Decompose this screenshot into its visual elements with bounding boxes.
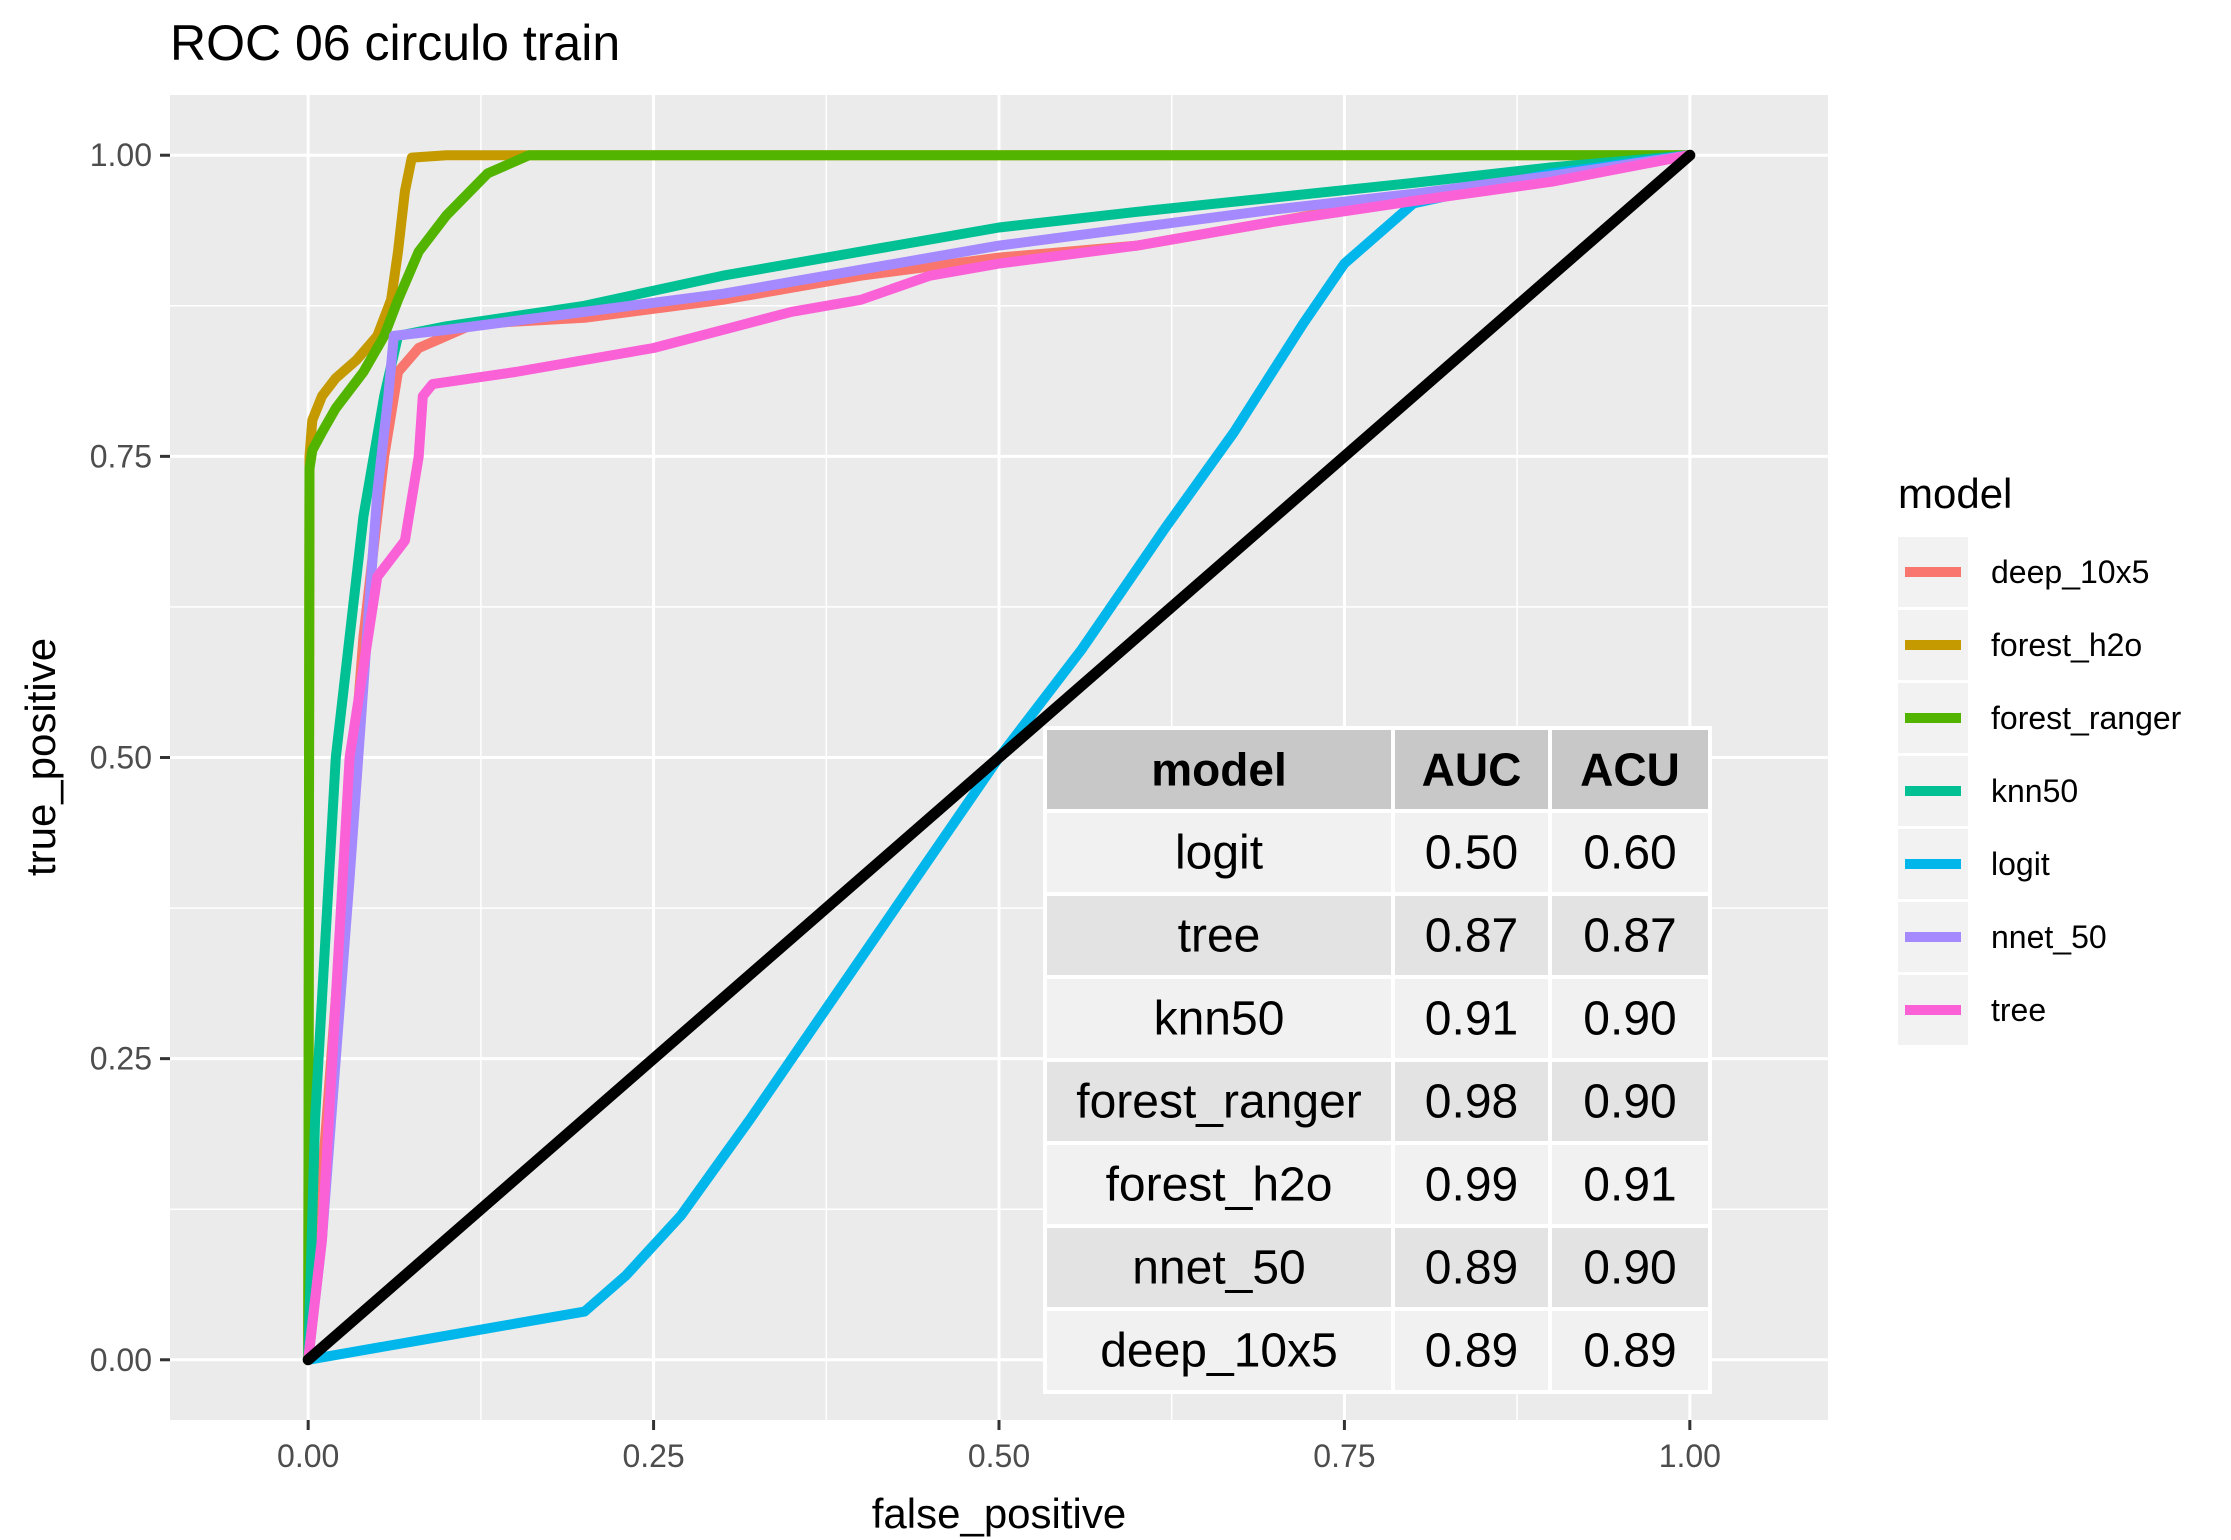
table-cell-text: 0.90 [1583, 1076, 1676, 1129]
legend-label: deep_10x5 [1991, 554, 2149, 590]
roc-line-forest-h2o [303, 150, 1695, 1365]
table-cell [1391, 1224, 1552, 1311]
table-cell [1391, 892, 1552, 979]
table-cell-text: 0.87 [1425, 910, 1518, 963]
x-axis-title: false_positive [872, 1490, 1126, 1537]
table-header-text: model [1151, 744, 1286, 796]
x-tick-label: 0.25 [622, 1438, 684, 1474]
table-cell [1391, 1058, 1552, 1145]
legend-title: model [1898, 470, 2012, 517]
reference-diagonal-line [302, 149, 1696, 1366]
y-axis-title: true_positive [17, 638, 64, 876]
table-cell [1548, 1224, 1712, 1311]
legend-label: forest_h2o [1991, 627, 2142, 663]
table-cell [1043, 1141, 1395, 1228]
table-cell-text: 0.89 [1425, 1325, 1518, 1378]
roc-line-forest-ranger [303, 150, 1695, 1365]
chart-title: ROC 06 circulo train [170, 15, 620, 71]
table-cell [1548, 1307, 1712, 1394]
table-cell [1391, 975, 1552, 1062]
table-cell-text: forest_h2o [1106, 1159, 1333, 1212]
table-header-cell [1043, 726, 1395, 813]
table-header-text: ACU [1580, 744, 1680, 796]
table-cell-text: forest_ranger [1076, 1076, 1362, 1129]
y-tick-label: 0.50 [90, 740, 152, 776]
y-tick-label: 0.00 [90, 1342, 152, 1378]
legend-label: nnet_50 [1991, 919, 2107, 955]
legend-label: forest_ranger [1991, 700, 2182, 736]
table-cell-text: 0.91 [1583, 1159, 1676, 1212]
reference-line-layer [302, 149, 1696, 1366]
legend-label: tree [1991, 992, 2046, 1028]
table-header-text: AUC [1422, 744, 1522, 796]
table-cell-text: 0.98 [1425, 1076, 1518, 1129]
table-cell-text: 0.91 [1425, 993, 1518, 1046]
table-cell-text: tree [1178, 910, 1261, 963]
x-tick-label: 1.00 [1659, 1438, 1721, 1474]
legend-label: knn50 [1991, 773, 2078, 809]
roc-line-logit [303, 150, 1695, 1365]
table-cell-text: 0.89 [1425, 1242, 1518, 1295]
roc-line-tree [303, 150, 1695, 1365]
x-axis: 0.00 0.25 0.50 0.75 1.00 [277, 1420, 1721, 1474]
legend: model deep_10x5 forest_h2o forest_rangerknn… [1898, 470, 2182, 1045]
table-cell [1548, 975, 1712, 1062]
table-cell [1548, 1141, 1712, 1228]
table-cell-text: 0.99 [1425, 1159, 1518, 1212]
table-cell-text: deep_10x5 [1100, 1325, 1338, 1378]
table-cell-text: 0.50 [1425, 827, 1518, 880]
table-cell-text: logit [1175, 827, 1263, 880]
table-cell-text: 0.89 [1583, 1325, 1676, 1378]
table-cell-text: knn50 [1154, 993, 1285, 1046]
table-cell-text: 0.87 [1583, 910, 1676, 963]
y-tick-label: 1.00 [90, 137, 152, 173]
table-cell-text: nnet_50 [1132, 1242, 1306, 1295]
roc-curves [303, 150, 1695, 1365]
y-tick-label: 0.25 [90, 1041, 152, 1077]
table-cell [1548, 1058, 1712, 1145]
metrics-table: model AUC ACU logit 0.50 0.60 tree 0.87 0.87 knn5… [1043, 726, 1712, 1394]
table-cell-text: 0.90 [1583, 993, 1676, 1046]
roc-line-knn50 [303, 150, 1695, 1365]
x-tick-label: 0.75 [1313, 1438, 1375, 1474]
table-cell-text: 0.90 [1583, 1242, 1676, 1295]
legend-label: logit [1991, 846, 2050, 882]
y-tick-label: 0.75 [90, 438, 152, 474]
x-tick-label: 0.50 [968, 1438, 1030, 1474]
table-cell [1548, 892, 1712, 979]
x-tick-label: 0.00 [277, 1438, 339, 1474]
table-cell [1391, 1141, 1552, 1228]
y-axis: 0.00 0.25 0.50 0.75 1.00 [90, 137, 170, 1378]
table-cell-text: 0.60 [1583, 827, 1676, 880]
